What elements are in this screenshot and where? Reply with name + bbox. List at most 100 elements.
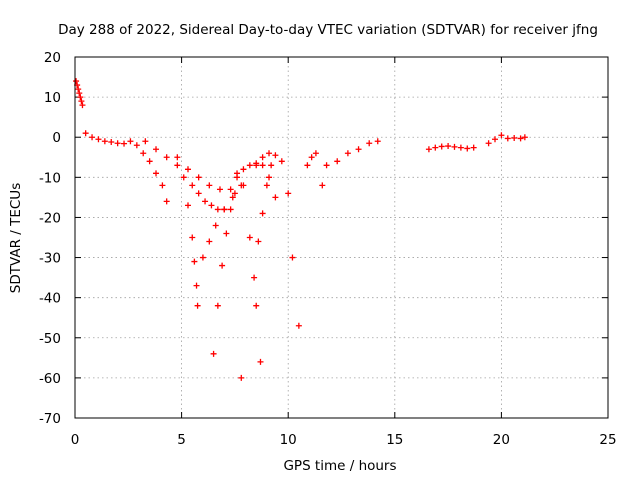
data-point	[184, 202, 191, 209]
data-point	[492, 136, 499, 143]
data-point	[268, 162, 275, 169]
series-arc3	[127, 138, 170, 205]
series-arc10	[251, 162, 275, 281]
data-point	[214, 302, 221, 309]
series-arc5	[174, 154, 201, 309]
y-tick-label: -60	[39, 371, 61, 387]
data-point	[266, 174, 273, 181]
x-tick-label: 20	[493, 432, 510, 448]
data-point	[432, 144, 439, 151]
data-point	[153, 170, 160, 177]
data-point	[208, 202, 215, 209]
data-point	[216, 186, 223, 193]
data-point	[263, 182, 270, 189]
y-tick-label: -50	[39, 331, 61, 347]
series-arc8	[199, 182, 245, 261]
x-tick-label: 15	[386, 432, 403, 448]
data-point	[210, 350, 217, 357]
data-point	[285, 190, 292, 197]
data-point	[221, 206, 228, 213]
axis-ticks: 0 5 10 15 20 25 -70 -60 -50 -40 -30 -20 -10 0 10 20	[39, 50, 617, 448]
data-point	[108, 139, 115, 146]
x-axis-label: GPS time / hours	[283, 458, 396, 474]
data-point	[121, 140, 128, 147]
x-tick-label: 0	[71, 432, 80, 448]
data-point	[195, 174, 202, 181]
data-point	[78, 98, 85, 105]
data-point	[133, 142, 140, 149]
data-point	[366, 140, 373, 147]
data-point	[295, 322, 302, 329]
data-point	[206, 238, 213, 245]
y-tick-label: -30	[39, 251, 61, 267]
data-point	[77, 94, 84, 101]
data-point	[334, 158, 341, 165]
data-point	[184, 166, 191, 173]
y-axis-label: SDTVAR / TECUs	[8, 183, 24, 293]
data-point	[511, 135, 518, 142]
data-point	[438, 143, 445, 150]
y-tick-label: 20	[44, 50, 61, 66]
y-tick-label: 0	[52, 130, 61, 146]
data-point	[89, 134, 96, 141]
data-point	[206, 182, 213, 189]
data-point	[344, 150, 351, 157]
data-point	[193, 282, 200, 289]
data-point	[504, 135, 511, 142]
data-point	[195, 190, 202, 197]
data-point	[223, 230, 230, 237]
data-point	[485, 140, 492, 147]
data-point	[95, 136, 102, 143]
data-point	[163, 198, 170, 205]
data-point	[259, 162, 266, 169]
series-outliers	[238, 322, 302, 381]
data-point	[246, 234, 253, 241]
data-point	[214, 206, 221, 213]
series-arc7	[210, 190, 238, 357]
data-point	[194, 302, 201, 309]
data-point	[73, 78, 80, 85]
data-points	[73, 78, 528, 381]
data-point	[234, 174, 241, 181]
data-point	[246, 162, 253, 169]
data-point	[127, 138, 134, 145]
data-point	[189, 234, 196, 241]
data-point	[101, 138, 108, 145]
data-point	[323, 162, 330, 169]
data-point	[259, 154, 266, 161]
y-tick-label: -20	[39, 210, 61, 226]
data-point	[219, 262, 226, 269]
data-point	[191, 258, 198, 265]
data-point	[153, 146, 160, 153]
data-point	[289, 254, 296, 261]
data-point	[355, 146, 362, 153]
data-point	[231, 190, 238, 197]
data-point	[174, 154, 181, 161]
data-point	[140, 150, 147, 157]
series-arc16	[485, 132, 528, 147]
data-point	[308, 154, 315, 161]
data-point	[319, 182, 326, 189]
data-point	[272, 194, 279, 201]
y-tick-label: 10	[44, 90, 61, 106]
data-point	[240, 182, 247, 189]
data-point	[257, 358, 264, 365]
data-point	[521, 134, 528, 141]
data-point	[142, 138, 149, 145]
series-arc11	[253, 150, 296, 261]
data-point	[146, 158, 153, 165]
data-point	[75, 86, 82, 93]
data-point	[251, 274, 258, 281]
data-point	[227, 186, 234, 193]
data-point	[266, 150, 273, 157]
data-point	[199, 254, 206, 261]
data-point	[180, 174, 187, 181]
series-arc6	[189, 182, 228, 213]
x-tick-label: 10	[280, 432, 297, 448]
y-tick-label: -40	[39, 291, 61, 307]
data-point	[312, 150, 319, 157]
data-point	[227, 206, 234, 213]
series-arc12	[234, 160, 279, 201]
